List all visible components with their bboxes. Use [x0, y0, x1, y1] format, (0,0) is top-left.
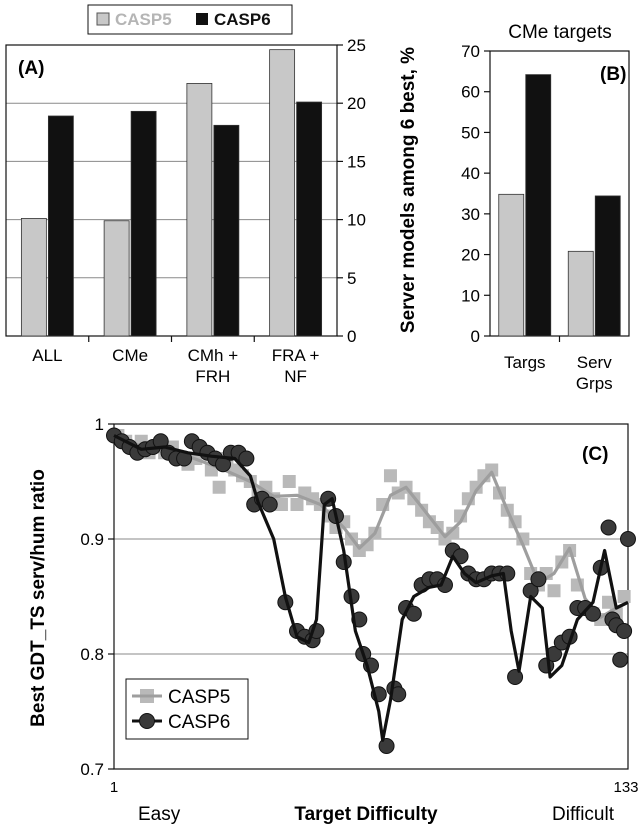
panel-a-y-tick-label: 15: [347, 152, 366, 171]
panel-a-label-letter: A: [24, 58, 38, 79]
panel-b-y-tick-label: 60: [461, 83, 480, 102]
panel-a-x-label: CMe: [112, 346, 148, 365]
panel-a-legend: CASP5 CASP6: [87, 4, 293, 35]
panel-c-point-casp5: [485, 463, 499, 477]
panel-c-legend-marker-casp6: [139, 713, 155, 729]
panel-a-bar-casp5: [269, 49, 296, 337]
panel-c-legend: CASP5 CASP6: [125, 678, 249, 740]
panel-a-x-label: FRH: [195, 367, 230, 386]
panel-b-bar-casp6: [525, 74, 552, 337]
legend-swatch-casp6: [196, 13, 208, 25]
panel-c-point-casp5: [602, 595, 616, 609]
panel-c-point-casp6: [620, 531, 636, 547]
panel-c-trend-casp5: [113, 434, 629, 619]
panel-c-point-casp6: [600, 519, 617, 536]
panel-c-point-casp5: [360, 538, 374, 552]
panel-b-bar-casp5: [498, 193, 525, 337]
panel-a-y-tick-label: 25: [347, 36, 366, 55]
panel-b-y-tick-label: 40: [461, 164, 480, 183]
panel-b-y-tick-label: 20: [461, 246, 480, 265]
panel-a-x-label: NF: [284, 367, 307, 386]
panel-b-y-ticks: 0 10 20 30 40 50 60 70: [461, 42, 490, 346]
panel-a-y-tick-label: 20: [347, 94, 366, 113]
panel-c-point-casp6: [238, 450, 255, 467]
panel-a-y-tick-label: 10: [347, 211, 366, 230]
panel-a-x-label: ALL: [32, 346, 62, 365]
panel-b-title: CMe targets: [508, 22, 611, 43]
panel-a-x-labels: ALL CMe CMh + FRH FRA + NF: [32, 336, 320, 386]
panel-c-legend-label-casp6: CASP6: [168, 712, 230, 733]
panel-c-series: [106, 427, 636, 754]
panel-b-bar-casp6: [594, 195, 621, 337]
panel-c-legend-label-casp5: CASP5: [168, 687, 230, 708]
panel-b-x-label: Serv: [577, 353, 612, 372]
panel-b-y-tick-label: 70: [461, 42, 480, 61]
panel-a-bars: [20, 49, 323, 337]
panel-c-point-casp5: [547, 584, 561, 598]
panel-b-y-tick-label: 10: [461, 286, 480, 305]
panel-c-x-label-difficult: Difficult: [552, 804, 615, 825]
panel-a-y-ticks: 0 5 10 15 20 25: [337, 36, 366, 346]
panel-a-bar-casp6: [130, 110, 157, 337]
panel-c-point-casp5: [282, 475, 296, 488]
panel-b-label: (B): [600, 64, 626, 85]
panel-a-bar-casp5: [20, 218, 47, 337]
panel-b-x-label: Grps: [576, 374, 613, 393]
panel-c-point-casp6: [612, 651, 629, 668]
panel-b-bar-casp5: [567, 250, 594, 337]
panel-a-y-tick-label: 0: [347, 327, 356, 346]
panel-c-point-casp6: [507, 669, 524, 685]
panel-c-point-casp5: [469, 480, 483, 494]
panel-a-bar-casp5: [103, 220, 130, 337]
panel-a-bar-casp6: [296, 101, 323, 337]
panel-c-y-tick-label: 0.7: [80, 760, 104, 779]
panel-c: 0.7 0.8 0.9 1 (C) Best GDT_TS serv/hum rati…: [28, 415, 639, 825]
panel-c-x-tick-start: 1: [110, 779, 118, 796]
panel-b-y-tick-label: 0: [471, 327, 480, 346]
panel-c-x-tick-end: 133: [613, 779, 638, 796]
panel-c-point-casp5: [446, 526, 460, 540]
panel-a-bar-casp5: [186, 83, 213, 337]
panel-b-bars: [498, 74, 621, 337]
panel-a-label: (A): [18, 58, 44, 79]
panel-c-point-casp5: [212, 480, 226, 494]
panel-a: 0 5 10 15 20 25 ALL CMe CMh + FRH FRA + NF (A) CAS…: [5, 4, 366, 386]
panel-c-point-casp5: [290, 498, 304, 511]
panel-c-point-casp6: [378, 738, 395, 754]
panel-c-point-casp6: [530, 571, 547, 588]
panel-c-x-axis-label: Target Difficulty: [294, 804, 438, 825]
panel-b-y-tick-label: 30: [461, 205, 480, 224]
panel-a-x-label: FRA +: [272, 346, 320, 365]
legend-label-casp5: CASP5: [115, 10, 172, 29]
panel-a-x-label: CMh +: [188, 346, 239, 365]
panel-c-y-ticks: 0.7 0.8 0.9 1: [80, 415, 114, 779]
panel-c-label: (C): [582, 444, 608, 465]
panel-b-x-labels: Targs Serv Grps: [504, 336, 613, 393]
panel-c-point-casp5: [617, 590, 631, 603]
panel-a-y-tick-label: 5: [347, 269, 356, 288]
legend-label-casp6: CASP6: [214, 10, 271, 29]
panel-a-bar-casp6: [213, 124, 240, 337]
panel-b-y-axis-label: Server models among 6 best, %: [398, 47, 419, 333]
panel-c-y-tick-label: 1: [95, 415, 104, 434]
panel-a-bar-casp6: [47, 115, 74, 337]
panel-c-x-label-easy: Easy: [138, 804, 181, 825]
panel-c-point-casp6: [261, 496, 278, 513]
panel-c-y-axis-label: Best GDT_TS serv/hum ratio: [28, 469, 49, 727]
legend-swatch-casp5: [96, 12, 110, 26]
panel-b-y-tick-label: 50: [461, 123, 480, 142]
panel-c-point-casp5: [383, 469, 397, 483]
panel-b-x-label: Targs: [504, 353, 546, 372]
panel-c-point-casp5: [274, 498, 288, 511]
panel-c-y-tick-label: 0.9: [80, 530, 104, 549]
panel-b: CMe targets 0 10 20 30 40 50 60 70 Targs Serv Grp…: [398, 22, 630, 393]
panel-c-point-casp6: [616, 623, 633, 639]
panel-c-y-tick-label: 0.8: [80, 645, 104, 664]
panel-c-trend-casp6: [113, 434, 629, 742]
legend-box: [87, 4, 293, 35]
panel-c-point-casp6: [584, 605, 601, 622]
